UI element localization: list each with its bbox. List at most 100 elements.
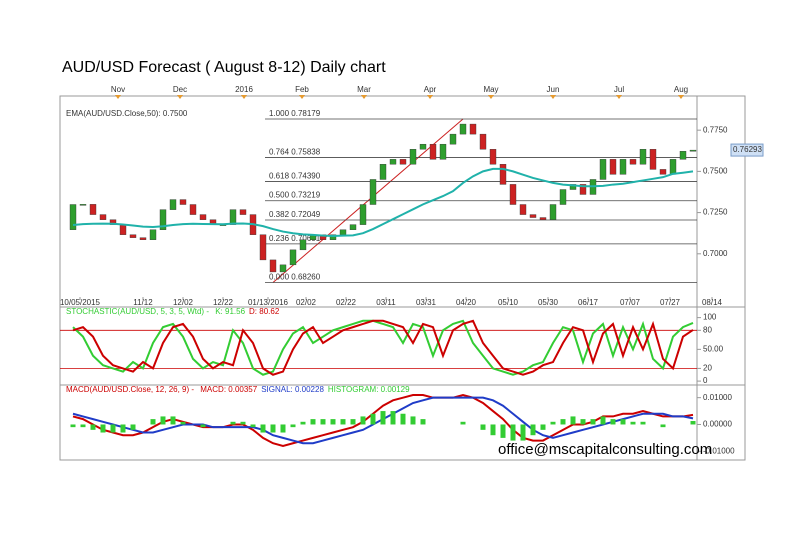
x-tick-label: 03/11 — [376, 298, 396, 307]
candle — [419, 143, 427, 150]
histogram-bar — [130, 424, 136, 430]
candle — [359, 204, 367, 225]
histogram-bar — [270, 424, 276, 433]
candle — [539, 217, 547, 220]
candle — [159, 209, 167, 230]
x-tick-label: 01/13/2016 — [248, 298, 289, 307]
candle — [259, 234, 267, 261]
histogram-bar — [340, 419, 346, 425]
x-tick-label: 05/30 — [538, 298, 559, 307]
candle — [289, 249, 297, 266]
fib-label: 1.000 0.78179 — [269, 109, 321, 118]
histogram-bar — [260, 424, 266, 433]
month-label: Jul — [614, 85, 624, 94]
histogram-bar — [540, 424, 546, 430]
legend-entry: D: 80.62 — [249, 307, 280, 316]
candle — [399, 159, 407, 165]
candle — [599, 159, 607, 180]
fib-price: 0.74390 — [291, 172, 320, 181]
x-tick-label: 12/22 — [213, 298, 234, 307]
y-tick-label: 80 — [703, 325, 712, 334]
histogram-bar — [660, 424, 666, 428]
fib-label: 0.500 0.73219 — [269, 191, 321, 200]
histogram-bar — [300, 421, 306, 425]
candle — [189, 204, 197, 215]
series-line — [72, 319, 694, 376]
candle — [469, 123, 477, 135]
month-marker — [616, 95, 622, 99]
x-tick-label: 07/27 — [660, 298, 681, 307]
indicator-label: STOCHASTIC(AUD/USD, 5, 3, 5, Wtd) - K: 9… — [66, 307, 280, 316]
candle — [549, 204, 557, 220]
candle — [459, 123, 467, 135]
histogram-bar — [320, 419, 326, 425]
month-label: Dec — [173, 85, 187, 94]
y-tick-label: 0.7000 — [703, 249, 728, 258]
candle — [609, 159, 617, 175]
month-marker — [299, 95, 305, 99]
month-marker — [241, 95, 247, 99]
fib-ratio: 0.382 — [269, 210, 290, 219]
histogram-bar — [100, 424, 106, 433]
x-tick-label: 05/10 — [498, 298, 519, 307]
candle — [239, 209, 247, 215]
series-line — [72, 393, 694, 447]
month-marker — [488, 95, 494, 99]
candle — [679, 151, 687, 160]
candle — [279, 264, 287, 273]
histogram-bar — [380, 411, 386, 425]
candle — [529, 214, 537, 218]
contact-email: office@mscapitalconsulting.com — [498, 441, 712, 458]
candle — [559, 189, 567, 205]
candle — [449, 133, 457, 145]
fib-price: 0.70601 — [291, 234, 320, 243]
month-label: Nov — [111, 85, 125, 94]
x-tick-label: 08/14 — [702, 298, 723, 307]
indicator-name: STOCHASTIC(AUD/USD, 5, 3, 5, Wtd) - — [66, 307, 211, 316]
legend-entry: SIGNAL: 0.00228 — [261, 385, 324, 394]
histogram-bar — [110, 424, 116, 433]
histogram-bar — [500, 424, 506, 438]
histogram-bar — [390, 411, 396, 425]
fib-label: 0.382 0.72049 — [269, 210, 321, 219]
candle — [649, 149, 657, 170]
candle — [229, 209, 237, 225]
fib-price: 0.68260 — [291, 273, 320, 282]
x-tick-label: 11/12 — [133, 298, 153, 307]
candle — [659, 169, 667, 175]
x-tick-label: 02/02 — [296, 298, 317, 307]
histogram-bar — [290, 424, 296, 428]
candle — [79, 204, 87, 206]
histogram-bar — [150, 419, 156, 425]
x-tick-label: 12/02 — [173, 298, 194, 307]
histogram-bar — [610, 419, 616, 425]
candle — [389, 159, 397, 165]
y-tick-label: 0.01000 — [703, 393, 732, 402]
histogram-bar — [580, 419, 586, 425]
candle — [669, 159, 677, 175]
candle — [129, 234, 137, 238]
x-tick-label: 04/20 — [456, 298, 477, 307]
histogram-bar — [640, 421, 646, 425]
y-tick-label: 50.00 — [703, 344, 724, 353]
candle — [299, 239, 307, 251]
histogram-bar — [280, 424, 286, 433]
candle — [689, 149, 697, 152]
fib-price: 0.75838 — [291, 148, 320, 157]
histogram-bar — [590, 419, 596, 425]
histogram-bar — [170, 416, 176, 425]
x-tick-label: 06/17 — [578, 298, 599, 307]
last-price-box — [730, 143, 764, 157]
month-marker — [550, 95, 556, 99]
histogram-bar — [330, 419, 336, 425]
histogram-bar — [80, 424, 86, 428]
histogram-bar — [90, 424, 96, 430]
candle — [199, 214, 207, 220]
candle — [369, 179, 377, 205]
histogram-bar — [410, 416, 416, 425]
histogram-bar — [550, 421, 556, 425]
candle — [349, 224, 357, 230]
fib-label: 0.000 0.68260 — [269, 273, 321, 282]
last-price-label: 0.76293 — [733, 145, 762, 154]
